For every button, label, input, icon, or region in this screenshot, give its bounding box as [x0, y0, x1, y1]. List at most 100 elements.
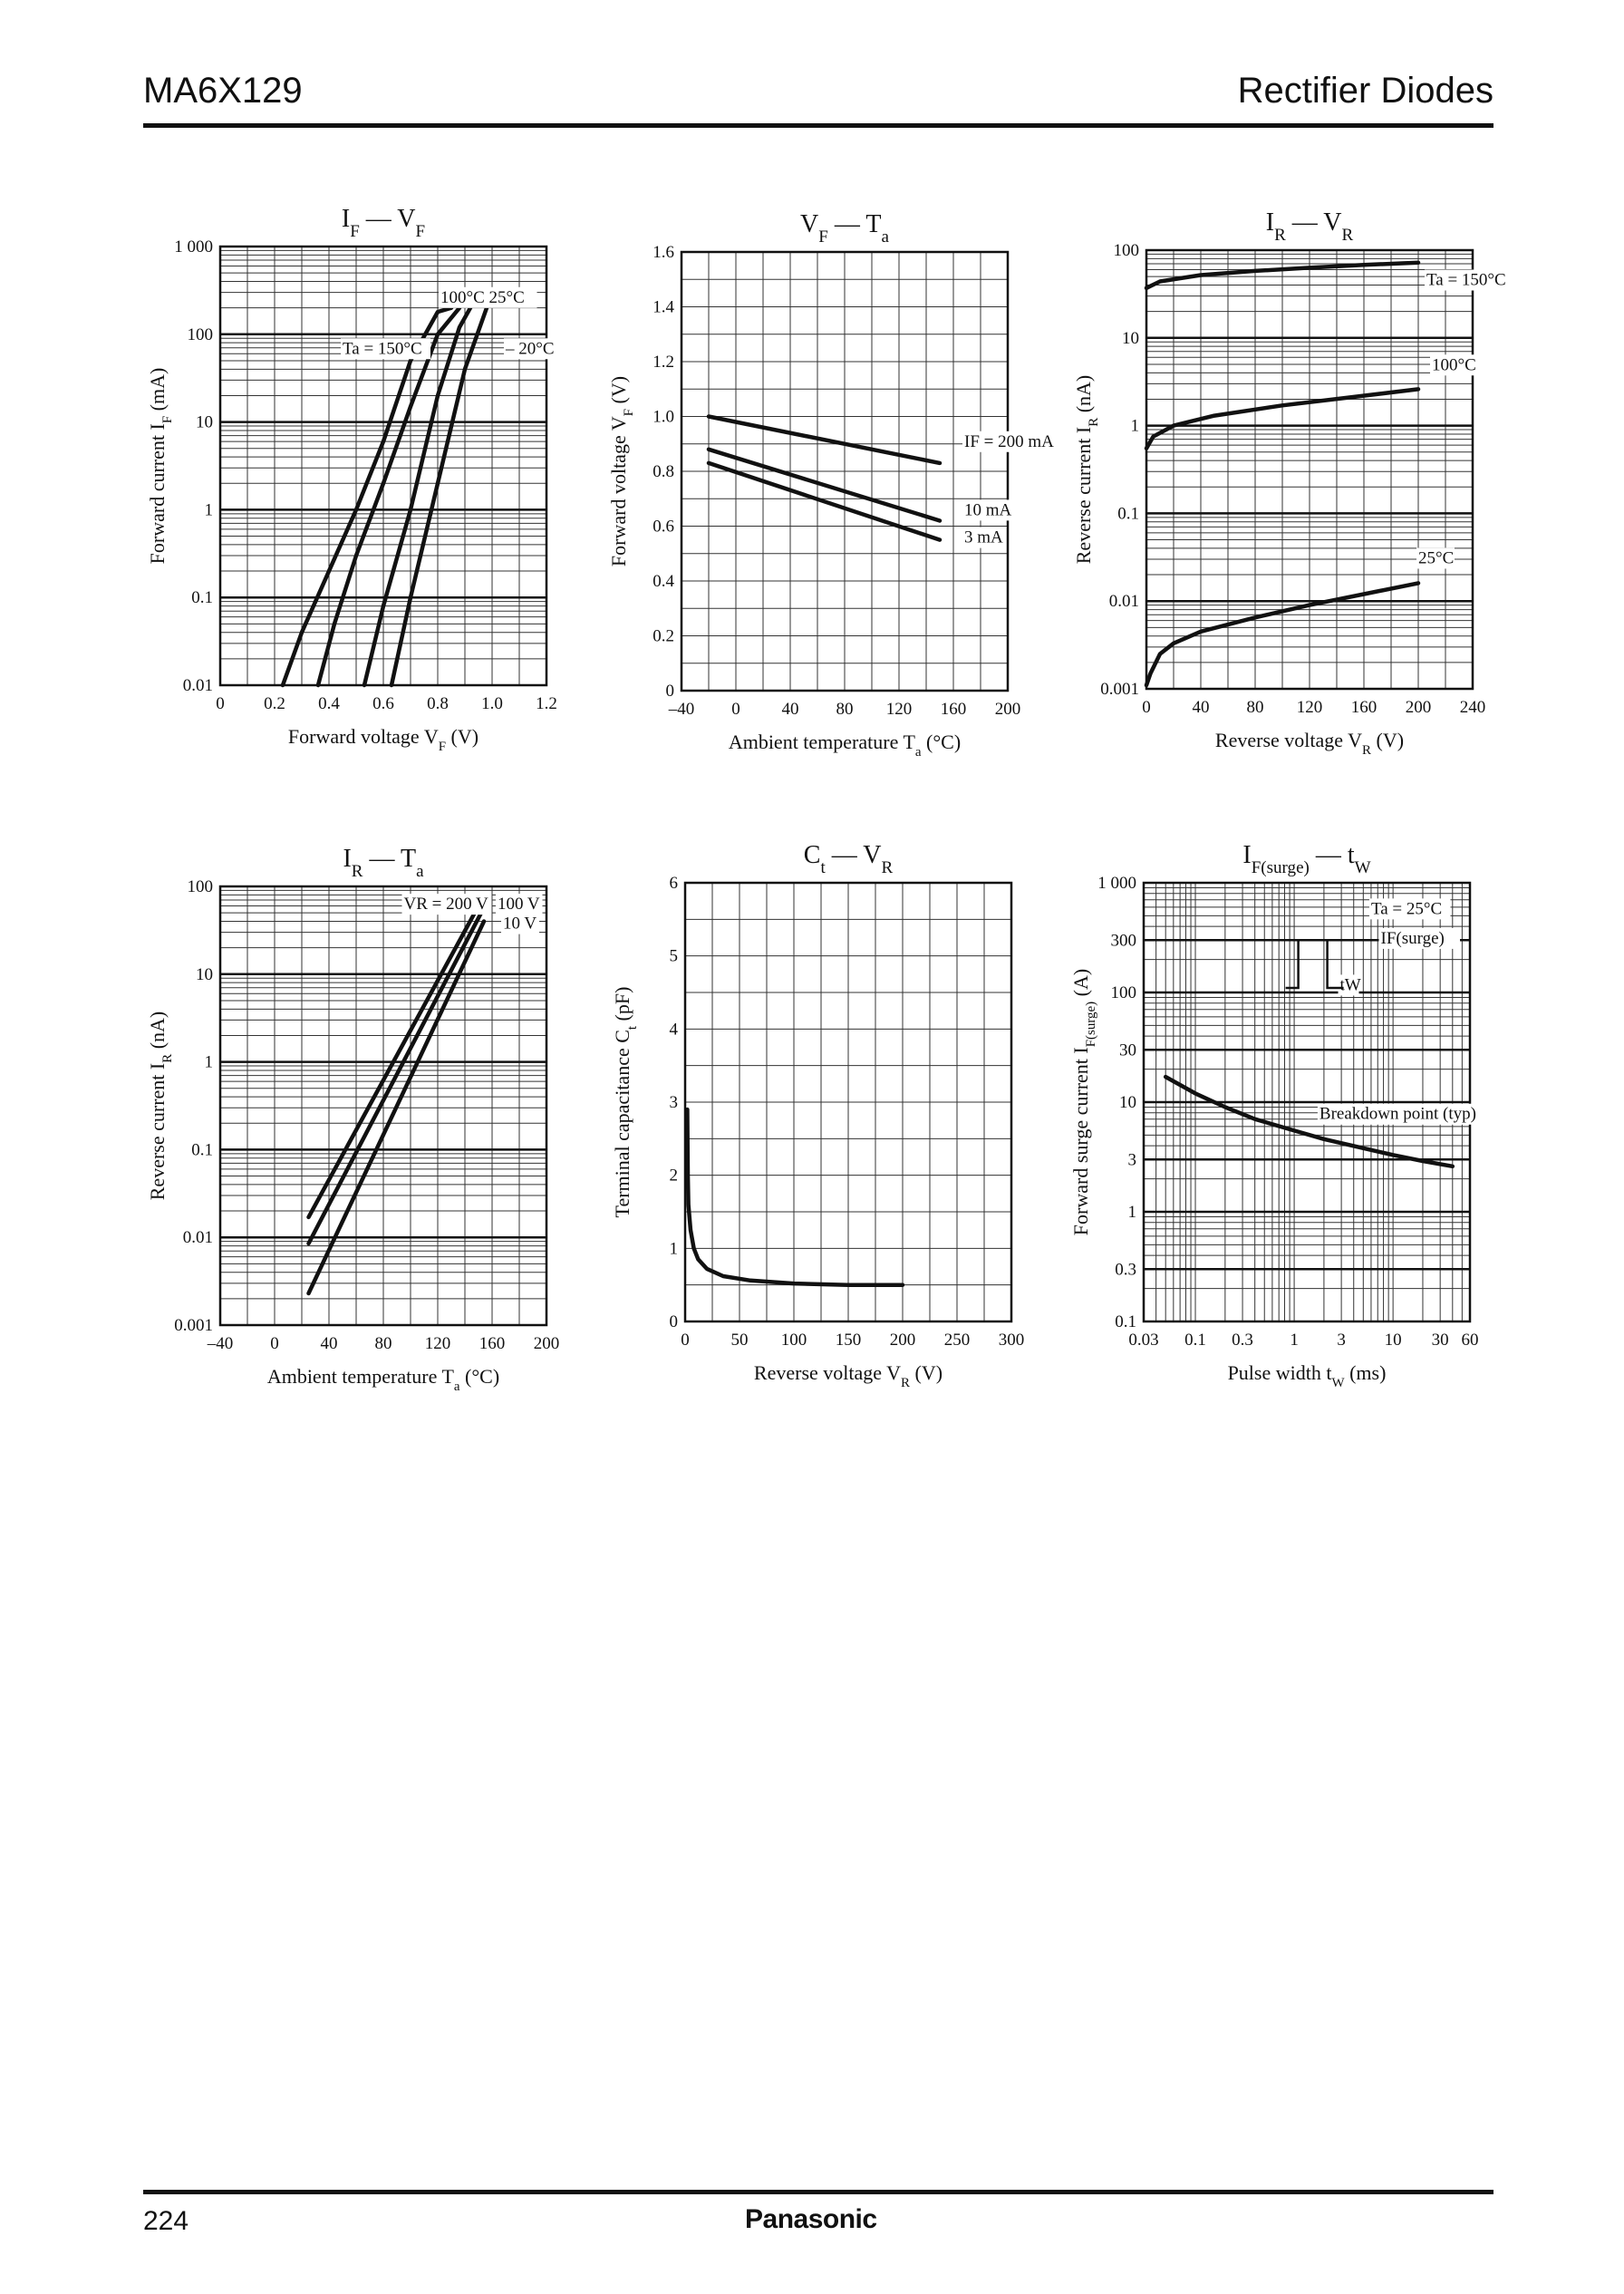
- annotation-label: IF = 200 mA: [964, 432, 1054, 451]
- annotation-label: Breakdown point (typ): [1320, 1105, 1476, 1124]
- x-axis-symbol: T: [903, 731, 915, 753]
- x-axis-label-text: Forward voltage: [288, 725, 424, 748]
- y-tick-label: 1.0: [652, 408, 674, 427]
- y-axis-symbol-sub: F: [622, 409, 636, 416]
- annotation-label: 100 V: [498, 895, 540, 914]
- title-dash: —: [828, 210, 866, 238]
- chart-title: Ct — VR: [804, 841, 894, 877]
- annotation-background: [341, 338, 430, 360]
- y-tick-label: 0.8: [652, 462, 674, 481]
- annotation-background: [1378, 927, 1461, 949]
- y-tick-label: 10: [1122, 329, 1139, 348]
- annotation-label: IF(surge): [1381, 929, 1445, 948]
- title-symbol-sub: t: [820, 858, 826, 877]
- x-tick-label: 0.6: [372, 694, 394, 713]
- annotation-label: 100°C 25°C: [440, 288, 525, 307]
- y-tick-label: 4: [670, 1020, 679, 1039]
- x-tick-label: 50: [731, 1331, 749, 1350]
- x-axis-label-text: Ambient temperature: [729, 731, 904, 753]
- x-tick-label: 0: [216, 694, 225, 713]
- y-axis-label: Reverse current IR (nA): [1072, 375, 1101, 565]
- pulse-waveform: [1285, 939, 1344, 990]
- y-axis-unit: (mA): [146, 368, 169, 411]
- annotation-label: 3 mA: [964, 528, 1003, 547]
- chart-if_vf: IF — VF0 0.2 0.4 0.6 0.8 1.0 1.20.010.11101001…: [146, 205, 559, 754]
- x-axis-symbol-sub: a: [454, 1379, 460, 1394]
- y-tick-label: 0.001: [1100, 680, 1139, 699]
- title-symbol: I: [1266, 208, 1274, 237]
- x-tick-label: 160: [941, 700, 967, 719]
- x-tick-label: 80: [1247, 698, 1264, 717]
- y-tick-label: 0.1: [1117, 504, 1139, 523]
- chart-ir_vr: IR — VR0 40 80 120 160 200 2400.0010.010.11101…: [1072, 208, 1514, 758]
- x-tick-label: 200: [534, 1334, 560, 1353]
- y-axis-symbol: I: [1069, 1047, 1092, 1053]
- x-tick-label: 0.4: [318, 694, 340, 713]
- series-curve-0: [1163, 1074, 1455, 1169]
- x-tick-label: 40: [321, 1334, 338, 1353]
- y-tick-label: 1 000: [174, 237, 213, 257]
- y-tick-label: 1: [205, 500, 214, 519]
- x-axis-unit: (V): [451, 725, 479, 748]
- y-tick-label: 100: [1114, 241, 1140, 260]
- y-axis-label: Terminal capacitance Ct (pF): [611, 987, 640, 1218]
- x-axis-unit: (ms): [1349, 1361, 1386, 1384]
- series-curve-1: [315, 305, 462, 688]
- y-tick-label: 300: [1111, 931, 1137, 950]
- title-symbol: C: [804, 841, 821, 869]
- y-tick-label: 1: [1128, 1203, 1137, 1222]
- y-axis-label: Forward voltage VF (V): [607, 376, 636, 566]
- y-axis-symbol: C: [611, 1030, 633, 1043]
- y-tick-label: 5: [670, 947, 679, 966]
- document-category: Rectifier Diodes: [1237, 71, 1494, 111]
- plot-frame: [218, 245, 548, 687]
- annotation-label: 10 V: [503, 915, 536, 934]
- y-tick-label: 1.6: [652, 243, 674, 262]
- x-axis-symbol-sub: W: [1331, 1376, 1345, 1390]
- y-axis-label: Forward current IF (mA): [146, 368, 175, 565]
- x-axis-label-text: Reverse voltage: [754, 1361, 886, 1384]
- y-tick-label: 100: [188, 877, 214, 896]
- series-curve-0: [1144, 260, 1421, 291]
- x-tick-label: 150: [836, 1331, 862, 1350]
- annotation-background: [401, 894, 492, 915]
- y-axis-label-text: Reverse current: [146, 1070, 169, 1200]
- title-symbol-sub: F: [818, 227, 828, 247]
- y-tick-label: 0: [670, 1312, 679, 1331]
- chart-title: IF — VF: [342, 205, 425, 241]
- annotation-background: [1338, 974, 1359, 996]
- annotation-label: Ta = 150°C: [1426, 271, 1506, 290]
- chart-ir_ta: IR — Ta–40 0 40 80 120 160 2000.0010.010.11101…: [146, 845, 560, 1394]
- title-symbol: V: [800, 210, 818, 238]
- x-tick-label: 200: [1406, 698, 1432, 717]
- chart-vf_ta: VF — Ta–40 0 40 80 120 160 20000.20.40.60.81.0…: [607, 210, 1061, 760]
- title-variable: t: [1348, 841, 1355, 869]
- y-axis-symbol-sub: F(surge): [1084, 1002, 1098, 1047]
- y-axis-label-text: Terminal capacitance: [611, 1043, 633, 1218]
- x-tick-label: 80: [375, 1334, 392, 1353]
- y-axis-unit: (nA): [1072, 375, 1095, 413]
- brand-logo: Panasonic: [745, 2204, 877, 2234]
- series-curve-2: [306, 919, 487, 1296]
- y-tick-label: 100: [188, 325, 214, 344]
- x-tick-label: 1.0: [481, 694, 503, 713]
- y-axis-symbol-sub: R: [160, 1054, 175, 1063]
- y-axis-symbol-sub: R: [1087, 418, 1101, 427]
- x-axis-symbol-sub: R: [1362, 743, 1371, 758]
- annotation-background: [504, 338, 559, 360]
- footer-rule: [143, 2190, 1494, 2194]
- title-variable: T: [401, 845, 416, 873]
- x-tick-label: 3: [1337, 1331, 1346, 1350]
- title-variable-sub: F: [416, 222, 426, 241]
- y-axis-unit: (A): [1069, 969, 1092, 997]
- title-dash: —: [1310, 841, 1348, 869]
- annotation-label: – 20°C: [505, 339, 555, 358]
- x-tick-label: 1.2: [536, 694, 557, 713]
- y-tick-label: 1.4: [652, 298, 674, 317]
- annotation-background: [501, 913, 539, 934]
- title-symbol-sub: R: [352, 862, 363, 881]
- x-axis-label: Ambient temperature Ta (°C): [729, 731, 961, 760]
- y-axis-symbol: V: [607, 416, 630, 431]
- x-axis-label: Pulse width tW (ms): [1228, 1361, 1387, 1390]
- title-variable-sub: R: [1342, 226, 1354, 245]
